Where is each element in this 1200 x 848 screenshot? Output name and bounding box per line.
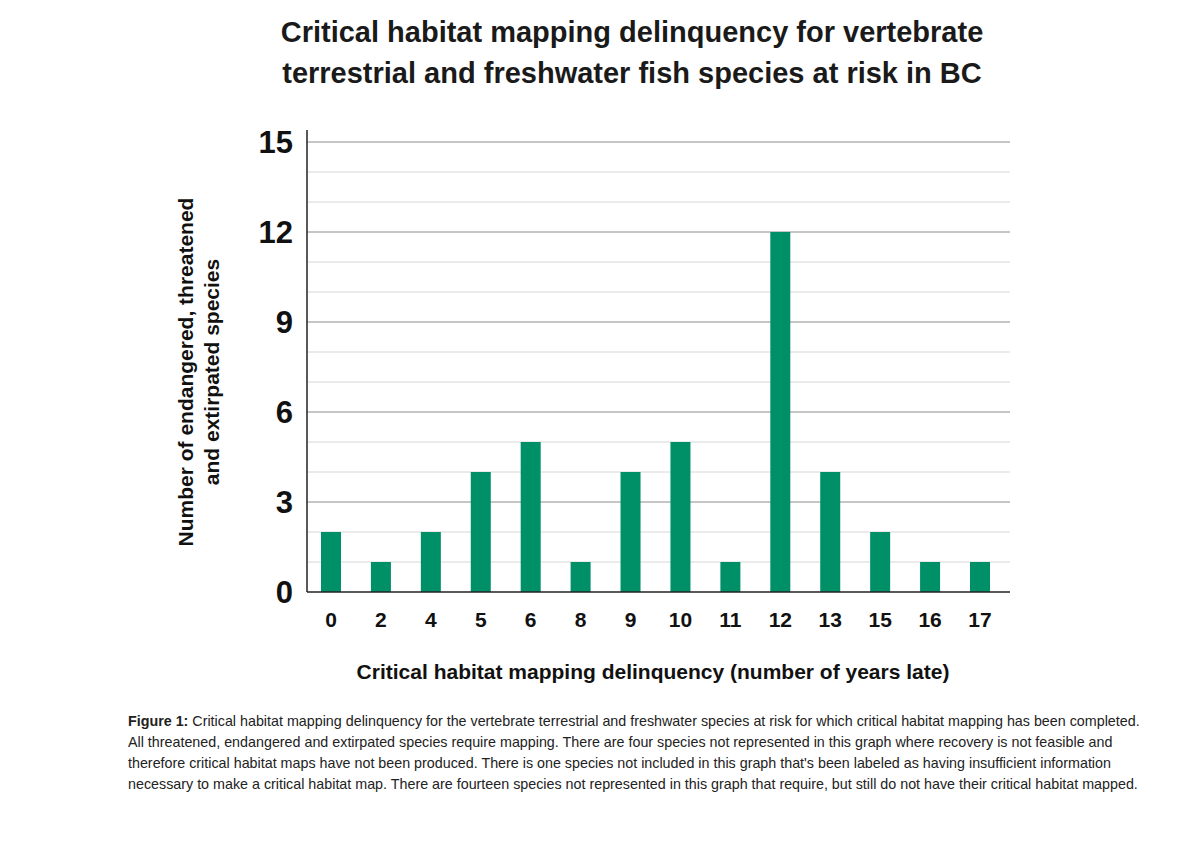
minor-grid-line	[307, 472, 1010, 473]
bar	[770, 232, 790, 592]
x-tick-label: 17	[968, 608, 991, 631]
title: terrestrial and freshwater fish species …	[282, 57, 982, 89]
bar	[720, 562, 740, 592]
bar	[970, 562, 990, 592]
x-tick-label: 10	[669, 608, 692, 631]
minor-grid-line	[307, 382, 1010, 383]
grid-line	[307, 142, 1010, 143]
minor-grid-line	[307, 202, 1010, 203]
bar	[670, 442, 690, 592]
minor-grid-line	[307, 172, 1010, 173]
y-tick-label: 15	[259, 125, 293, 160]
x-tick-label: 9	[625, 608, 637, 631]
title: Critical habitat mapping delinquency for…	[281, 16, 984, 48]
y-tick-label: 9	[276, 305, 293, 340]
grid-line	[307, 412, 1010, 413]
x-tick-label: 11	[719, 608, 742, 631]
x-tick-label: 0	[325, 608, 337, 631]
caption-text: Critical habitat mapping delinquency for…	[128, 713, 1140, 792]
bar	[621, 472, 641, 592]
bar	[471, 472, 491, 592]
y-tick-label: 0	[276, 575, 293, 610]
y-tick-label: 6	[276, 395, 293, 430]
x-tick-label: 15	[868, 608, 892, 631]
bar	[371, 562, 391, 592]
y-axis-title: and extirpated species	[200, 259, 223, 485]
x-tick-label: 12	[769, 608, 792, 631]
minor-grid-line	[307, 532, 1010, 533]
bar	[920, 562, 940, 592]
y-tick-label: 12	[259, 215, 293, 250]
y-axis	[306, 130, 308, 592]
minor-grid-line	[307, 262, 1010, 263]
x-tick-label: 13	[819, 608, 842, 631]
bar	[820, 472, 840, 592]
bar	[521, 442, 541, 592]
grid-line	[307, 322, 1010, 323]
x-tick-label: 6	[525, 608, 537, 631]
grid-line	[307, 502, 1010, 503]
grid-line	[307, 232, 1010, 233]
x-axis-title: Critical habitat mapping delinquency (nu…	[357, 660, 950, 683]
caption-label: Figure 1:	[128, 713, 188, 729]
minor-grid-line	[307, 352, 1010, 353]
bars	[321, 232, 990, 592]
x-tick-label: 16	[918, 608, 941, 631]
x-tick-label: 5	[475, 608, 487, 631]
caption: Figure 1: Critical habitat mapping delin…	[128, 711, 1148, 795]
x-tick-label: 8	[575, 608, 587, 631]
bar	[571, 562, 591, 592]
bar	[321, 532, 341, 592]
minor-grid-line	[307, 292, 1010, 293]
x-axis	[307, 591, 1010, 593]
bar	[870, 532, 890, 592]
y-axis-title: Number of endangered, threatened	[174, 198, 197, 547]
y-tick-label: 3	[276, 485, 293, 520]
x-tick-label: 2	[375, 608, 387, 631]
bar	[421, 532, 441, 592]
x-tick-label: 4	[425, 608, 437, 631]
minor-grid-line	[307, 562, 1010, 563]
minor-grid-line	[307, 442, 1010, 443]
